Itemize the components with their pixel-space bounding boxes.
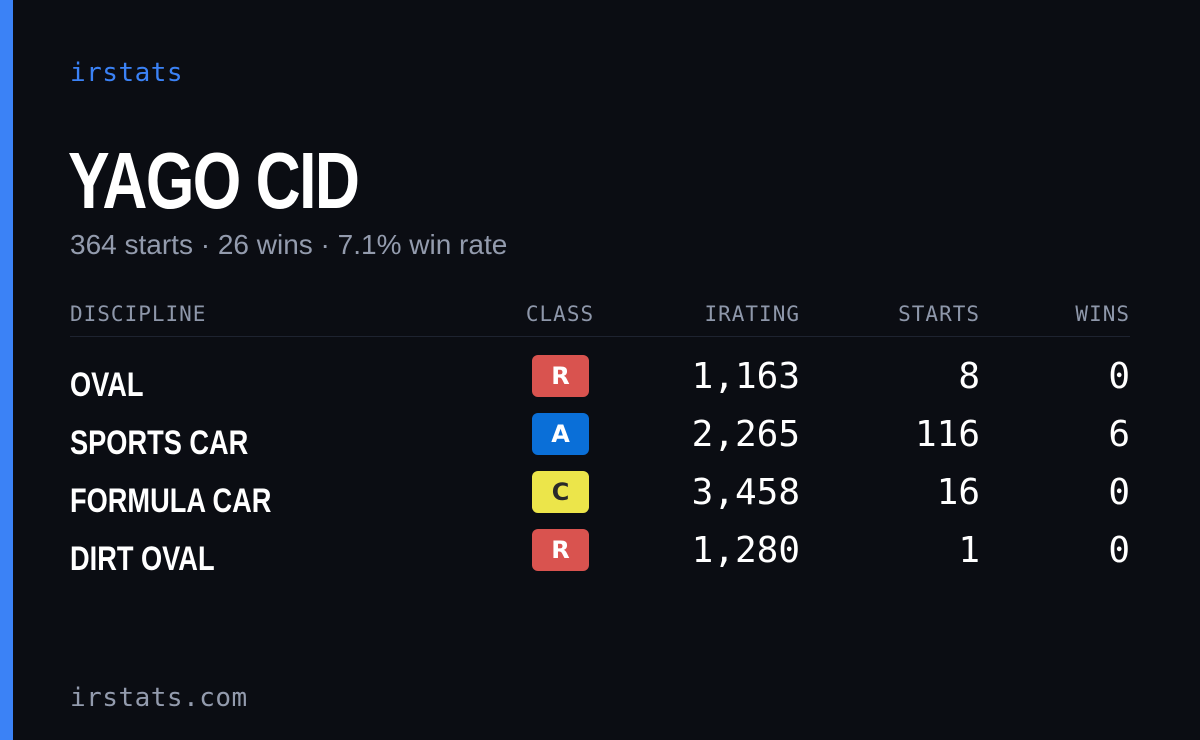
row-starts: 116 (914, 414, 980, 455)
discipline-table: DISCIPLINE CLASS IRATING STARTS WINS OVA… (70, 296, 1130, 585)
header-irating: IRATING (704, 302, 800, 326)
row-wins: 6 (1108, 414, 1130, 455)
class-badge: C (532, 471, 589, 513)
career-summary: 364 starts · 26 wins · 7.1% win rate (70, 229, 508, 260)
row-irating: 1,280 (691, 530, 800, 571)
class-badge: A (532, 413, 589, 455)
brand-logo-text: irstats (70, 58, 184, 88)
row-irating: 1,163 (691, 356, 800, 397)
row-irating: 3,458 (691, 472, 800, 513)
table-header: DISCIPLINE CLASS IRATING STARTS WINS (70, 296, 1130, 337)
row-wins: 0 (1108, 356, 1130, 397)
row-discipline: DIRT OVAL (70, 540, 215, 578)
row-irating: 2,265 (691, 414, 800, 455)
class-badge: R (532, 529, 589, 571)
row-discipline: OVAL (70, 366, 144, 404)
table-row: DIRT OVAL R 1,280 1 0 (70, 527, 1130, 585)
row-discipline: SPORTS CAR (70, 424, 249, 462)
table-row: SPORTS CAR A 2,265 116 6 (70, 411, 1130, 469)
table-body: OVAL R 1,163 8 0 SPORTS CAR A 2,265 116 … (70, 337, 1130, 585)
header-discipline: DISCIPLINE (70, 302, 207, 326)
row-starts: 8 (958, 356, 980, 397)
row-starts: 16 (936, 472, 980, 513)
footer-url: irstats.com (70, 683, 248, 713)
header-starts: STARTS (898, 302, 980, 326)
table-row: OVAL R 1,163 8 0 (70, 353, 1130, 411)
row-wins: 0 (1108, 472, 1130, 513)
class-badge: R (532, 355, 589, 397)
row-discipline: FORMULA CAR (70, 482, 272, 520)
header-wins: WINS (1075, 302, 1130, 326)
row-wins: 0 (1108, 530, 1130, 571)
row-starts: 1 (958, 530, 980, 571)
accent-bar (0, 0, 13, 740)
driver-name: YAGO CID (68, 136, 360, 225)
table-row: FORMULA CAR C 3,458 16 0 (70, 469, 1130, 527)
header-class: CLASS (525, 302, 595, 326)
